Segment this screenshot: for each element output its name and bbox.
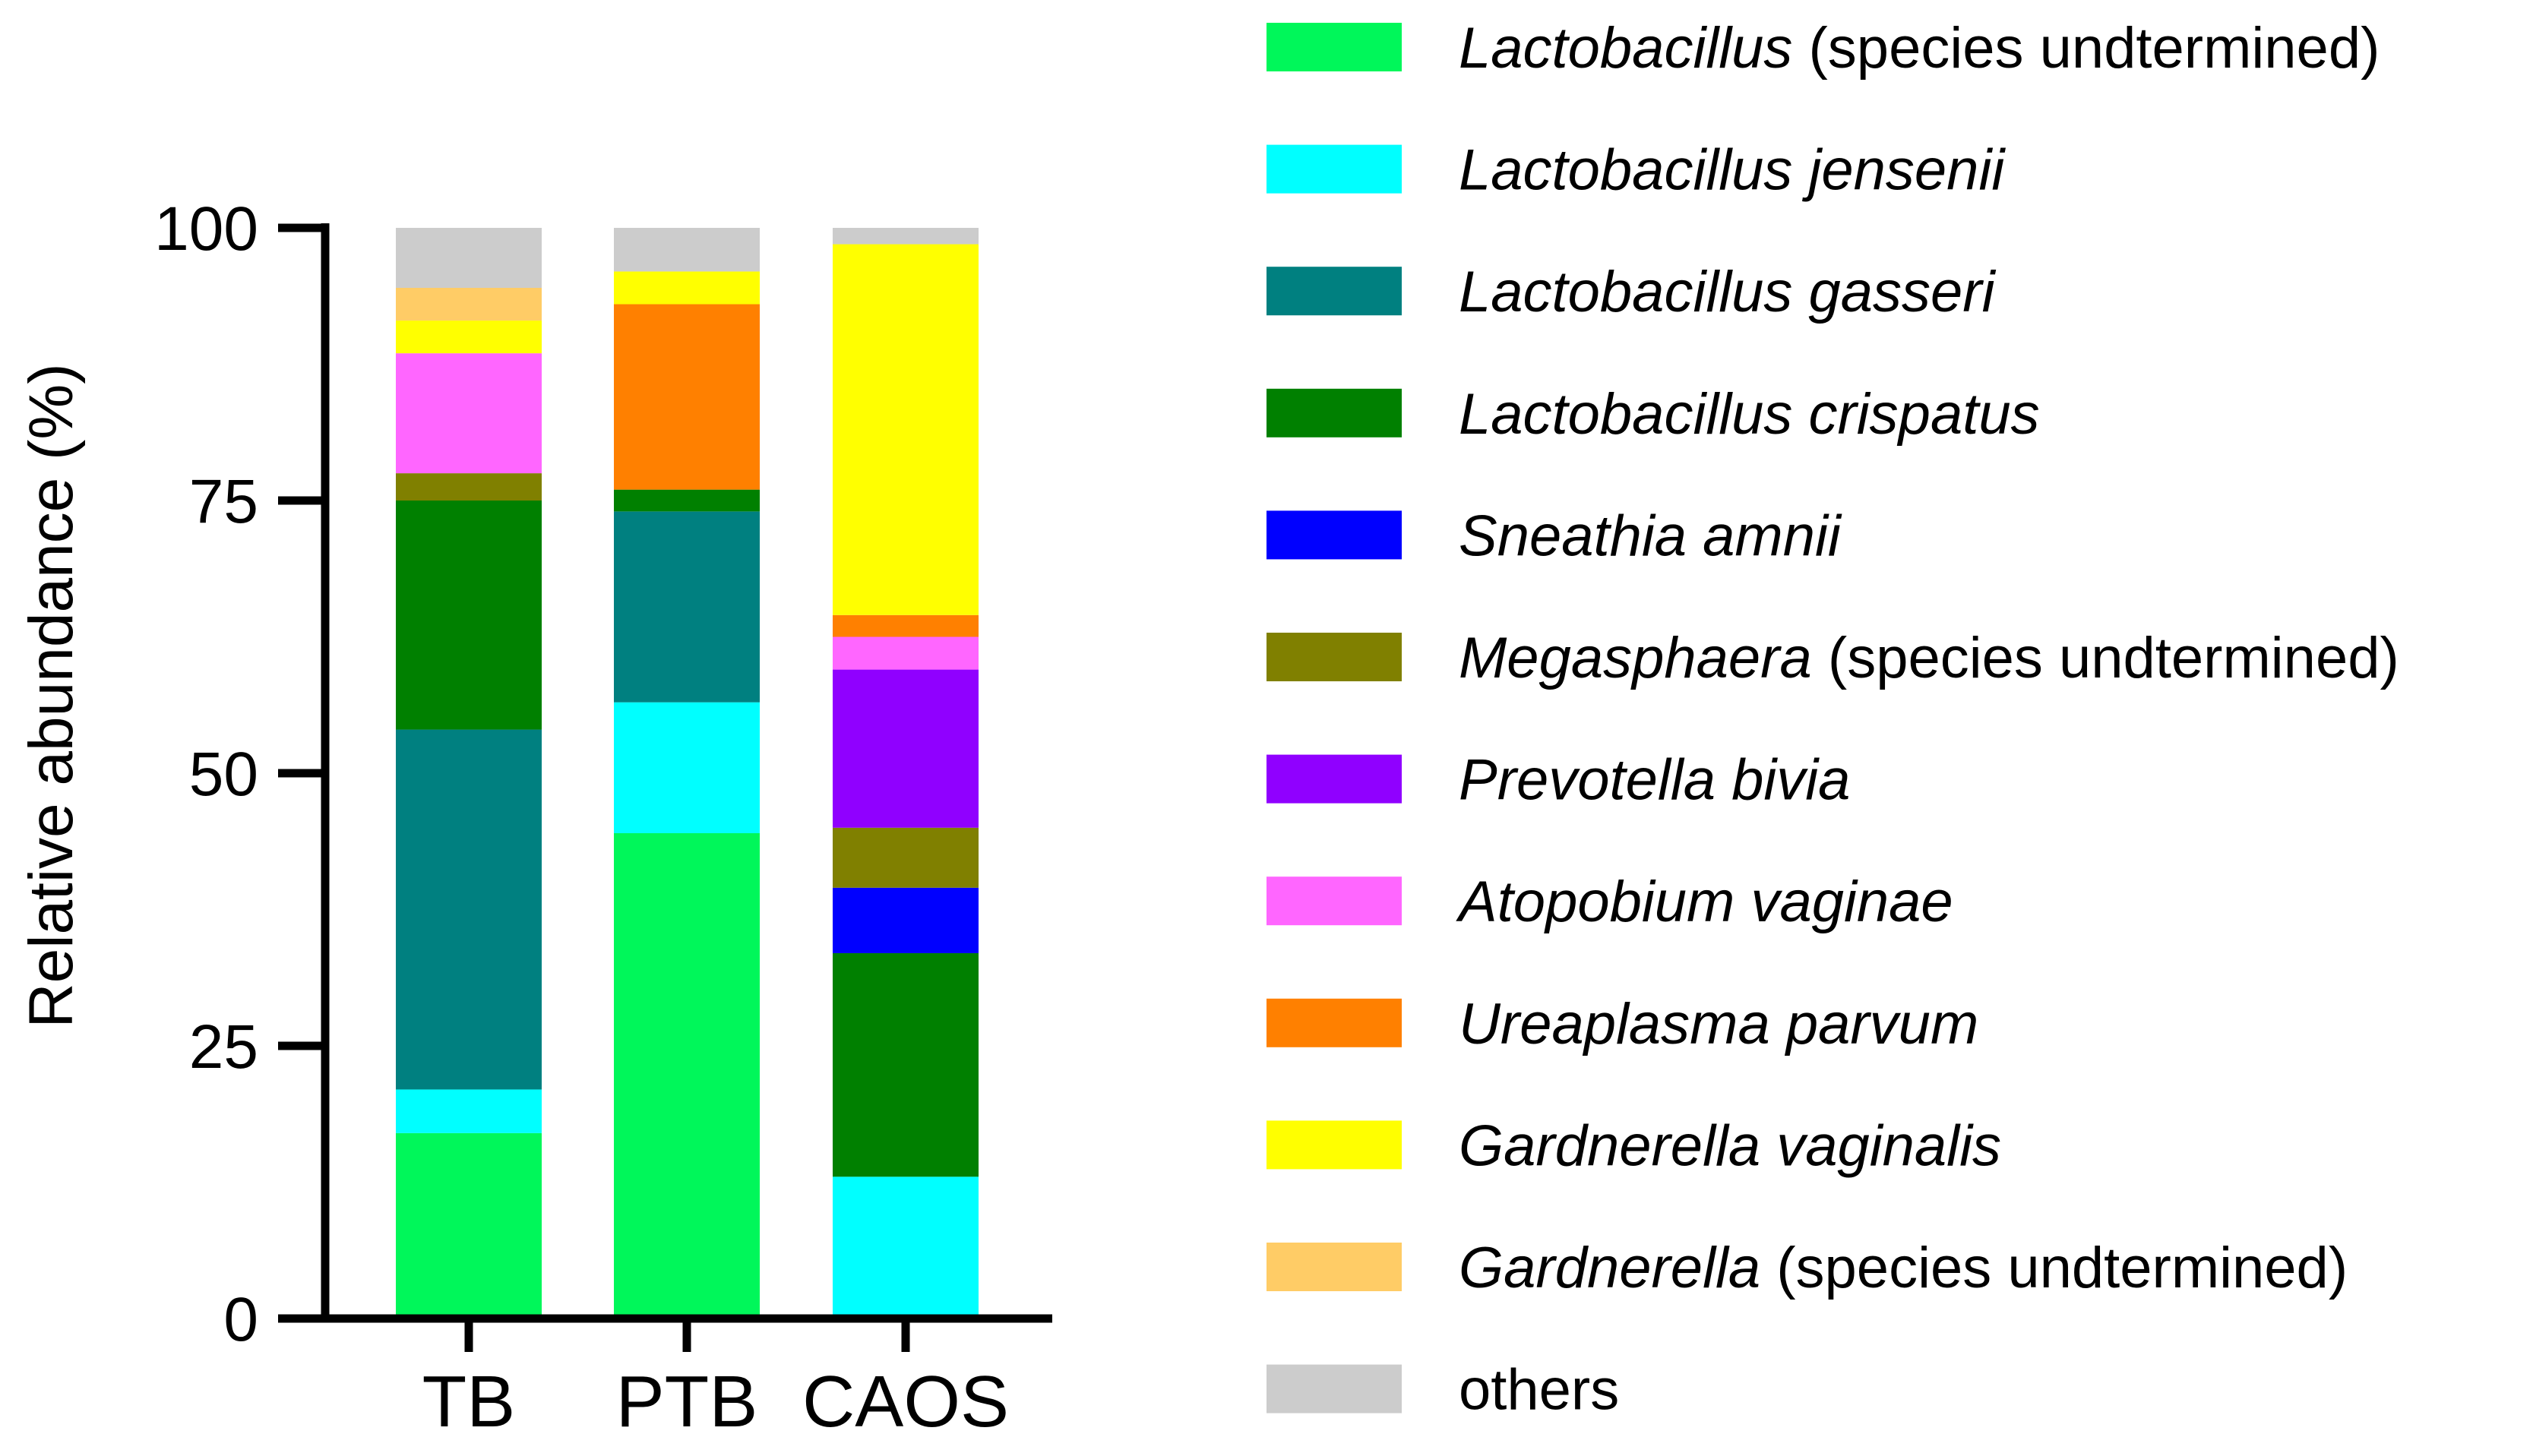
bar-segment: [614, 832, 760, 1319]
bar-segment: [833, 636, 979, 670]
x-category-labels: TB PTB CAOS: [422, 1319, 1009, 1442]
bar-segment: [396, 353, 542, 474]
legend-label: Prevotella bivia: [1459, 748, 1850, 813]
bar-segment: [614, 489, 760, 512]
legend-swatch: [1266, 267, 1402, 316]
y-tick-label: 0: [223, 1285, 258, 1354]
bar-segment: [614, 228, 760, 272]
legend-swatch: [1266, 998, 1402, 1047]
bar-segment: [396, 321, 542, 354]
legend-label: Gardnerella vaginalis: [1459, 1113, 2001, 1178]
legend-label: Lactobacillus (species undtermined): [1459, 16, 2380, 81]
legend-label: Lactobacillus jensenii: [1459, 138, 2006, 203]
bar-segment: [833, 228, 979, 245]
y-tick-label: 75: [189, 467, 258, 536]
legend-label: Lactobacillus gasseri: [1459, 260, 1997, 324]
bar-segment: [614, 702, 760, 833]
legend-swatch: [1266, 1243, 1402, 1291]
bar-segment: [833, 669, 979, 828]
bar-segment: [614, 271, 760, 305]
y-tick-label: 50: [189, 740, 258, 809]
bar-segment: [833, 887, 979, 953]
bar-segment: [833, 952, 979, 1177]
axes-group: 0 25 50 75 100 TB PTB CAOS Relative abundance …: [17, 194, 1052, 1442]
legend-label: others: [1459, 1358, 1619, 1423]
bar-segment: [396, 228, 542, 288]
legend-swatch: [1266, 1364, 1402, 1413]
legend-label: Megasphaera (species undtermined): [1459, 626, 2399, 690]
legend-label: Atopobium vaginae: [1456, 870, 1953, 934]
y-tick-label: 100: [154, 194, 258, 264]
bar-segment: [833, 244, 979, 615]
legend-swatch: [1266, 1120, 1402, 1170]
legend-swatch: [1266, 388, 1402, 437]
bar-segment: [396, 287, 542, 321]
legend-swatch: [1266, 633, 1402, 681]
legend-swatch: [1266, 876, 1402, 926]
x-category-label: TB: [422, 1361, 516, 1442]
bar-segment: [396, 1089, 542, 1133]
legend-swatch: [1266, 23, 1402, 71]
legend-label: Gardnerella (species undtermined): [1459, 1236, 2348, 1300]
bar-segment: [833, 827, 979, 888]
legend-label: Lactobacillus crispatus: [1459, 382, 2040, 447]
legend-label: Sneathia amnii: [1459, 504, 1842, 568]
y-tick-label: 25: [189, 1012, 258, 1082]
legend-swatch: [1266, 144, 1402, 194]
legend-swatch: [1266, 754, 1402, 804]
bars-group: [396, 228, 979, 1319]
legend-swatch: [1266, 510, 1402, 560]
bar-segment: [614, 304, 760, 490]
legend-label: Ureaplasma parvum: [1459, 992, 1978, 1056]
bar-segment: [396, 501, 542, 730]
bar-segment: [833, 1176, 979, 1319]
bar-segment: [833, 614, 979, 637]
y-ticks: 0 25 50 75 100: [154, 194, 325, 1354]
x-category-label: CAOS: [802, 1361, 1009, 1442]
bar-segment: [614, 511, 760, 703]
bar-segment: [396, 1132, 542, 1319]
x-category-label: PTB: [616, 1361, 758, 1442]
legend: Lactobacillus (species undtermined) Lacto…: [1266, 16, 2399, 1423]
bar-segment: [396, 473, 542, 501]
bar-segment: [396, 729, 542, 1090]
y-axis-title: Relative abundance (%): [17, 363, 86, 1028]
